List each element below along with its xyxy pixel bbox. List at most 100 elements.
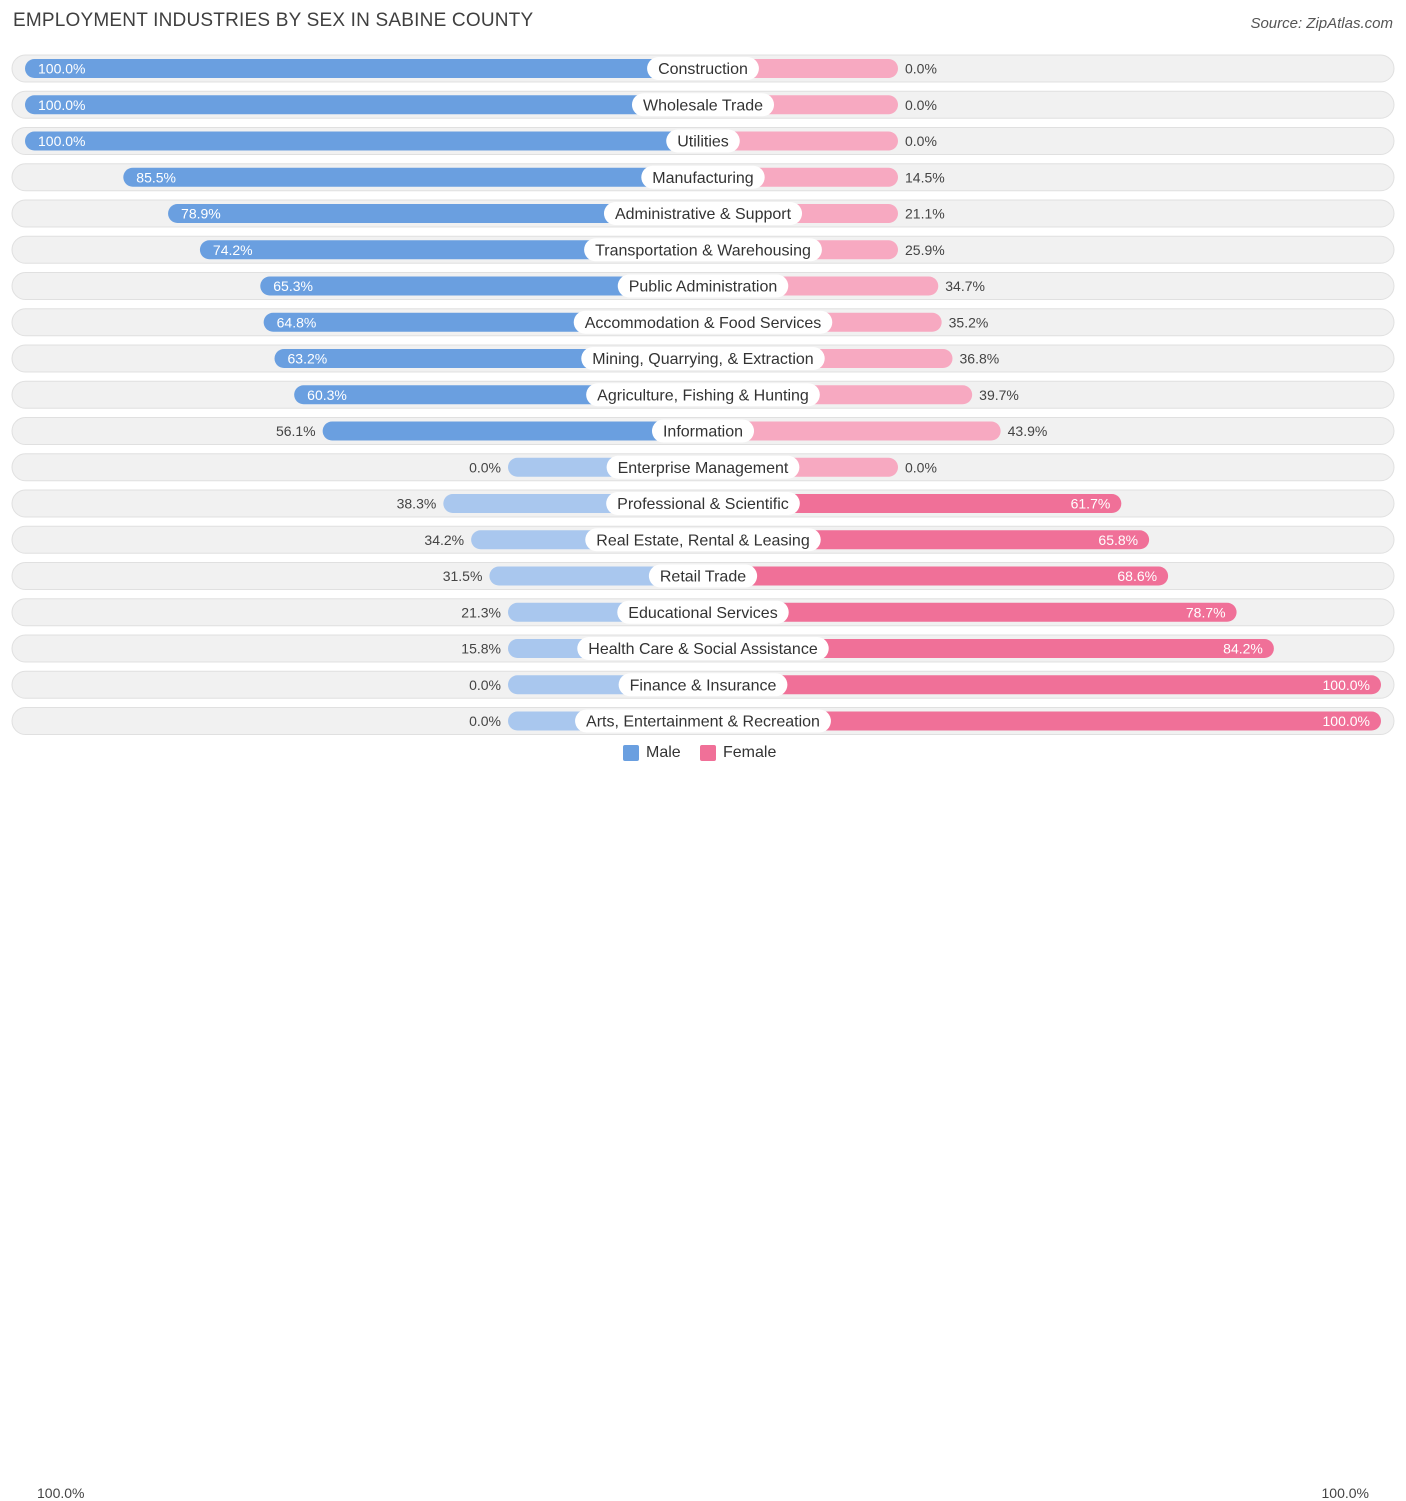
category-label: Construction [658, 61, 748, 78]
category-label: Enterprise Management [618, 460, 789, 477]
row-public-administration: 65.3% 34.7% Public Administration [11, 272, 1395, 300]
chart-title: EMPLOYMENT INDUSTRIES BY SEX IN SABINE C… [13, 10, 534, 31]
bar-female [703, 602, 1237, 622]
legend: 100.0% Male Female 100.0% [0, 741, 1406, 1501]
legend-swatch-female [700, 745, 716, 761]
value-label-female: 84.2% [1223, 641, 1263, 657]
bar-male [123, 167, 703, 187]
legend-label-male: Male [646, 744, 681, 761]
legend-item-female: Female [700, 744, 776, 762]
category-label: Wholesale Trade [643, 97, 763, 114]
row-accommodation-food-services: 64.8% 35.2% Accommodation & Food Services [11, 308, 1395, 337]
category-pill [584, 238, 822, 262]
category-pill [577, 637, 829, 660]
value-label-female: 35.2% [949, 314, 989, 330]
value-label-female: 61.7% [1071, 496, 1111, 512]
bar-female [703, 421, 1001, 441]
value-label-male: 31.5% [443, 568, 483, 584]
bar-male [260, 276, 703, 296]
bar-male [168, 204, 704, 223]
row-wholesale-trade: 100.0% 0.0% Wholesale Trade [11, 90, 1395, 119]
bar-female [703, 711, 1381, 731]
axis-label-left: 100.0% [37, 1485, 85, 1501]
category-label: Transportation & Warehousing [595, 242, 811, 259]
category-pill [573, 310, 833, 334]
value-label-male: 78.9% [181, 206, 221, 222]
category-label: Public Administration [629, 279, 778, 296]
value-label-female: 0.0% [905, 61, 937, 77]
value-label-male: 34.2% [424, 532, 464, 548]
value-label-male: 0.0% [469, 713, 501, 729]
category-label: Professional & Scientific [617, 496, 789, 513]
axis-label-right: 100.0% [1321, 1485, 1369, 1501]
value-label-female: 14.5% [905, 169, 945, 185]
category-pill [618, 673, 788, 697]
value-label-female: 0.0% [905, 133, 937, 149]
value-label-male: 0.0% [469, 459, 501, 475]
category-pill [606, 455, 800, 479]
value-label-female: 36.8% [960, 351, 1000, 367]
source-attribution[interactable]: Source: ZipAtlas.com [1250, 15, 1393, 32]
category-pill [606, 492, 800, 515]
category-pill [617, 274, 789, 298]
category-label: Finance & Insurance [630, 677, 777, 694]
row-finance-insurance: 0.0% 100.0% Finance & Insurance [11, 670, 1395, 699]
value-label-female: 0.0% [905, 97, 937, 113]
bar-female [703, 566, 1169, 586]
bar-female [703, 494, 1122, 513]
value-label-male: 64.8% [277, 314, 317, 330]
row-mining-quarrying-extraction: 63.2% 36.8% Mining, Quarrying, & Extractio… [11, 344, 1395, 373]
legend-swatch-male [623, 745, 639, 761]
category-pill [585, 528, 821, 552]
row-real-estate-rental-leasing: 34.2% 65.8% Real Estate, Rental & Leasing [11, 525, 1395, 554]
category-pill [581, 347, 825, 370]
bar-male [322, 421, 703, 441]
row-information: 56.1% 43.9% Information [11, 417, 1395, 445]
bar-female [703, 675, 1381, 695]
category-label: Real Estate, Rental & Leasing [596, 532, 809, 549]
category-pill [603, 202, 803, 225]
value-label-female: 21.1% [905, 206, 945, 222]
value-label-male: 100.0% [38, 133, 85, 149]
value-label-female: 68.6% [1117, 568, 1157, 584]
category-pill [647, 57, 759, 80]
bar-female [703, 131, 898, 151]
bar-male [25, 131, 703, 151]
row-enterprise-management: 0.0% 0.0% Enterprise Management [11, 453, 1395, 482]
category-label: Retail Trade [660, 569, 746, 586]
bar-male [25, 95, 703, 115]
category-pill [617, 600, 789, 624]
category-label: Mining, Quarrying, & Extraction [592, 351, 813, 368]
value-label-male: 21.3% [461, 604, 501, 620]
value-label-male: 65.3% [273, 278, 313, 294]
value-label-female: 78.7% [1186, 604, 1226, 620]
row-retail-trade: 31.5% 68.6% Retail Trade [11, 562, 1395, 590]
bar-male [489, 566, 703, 586]
category-label: Utilities [677, 134, 729, 151]
row-manufacturing: 85.5% 14.5% Manufacturing [11, 163, 1395, 192]
bar-male [25, 59, 703, 78]
category-label: Information [663, 424, 743, 441]
row-agriculture-fishing-hunting: 60.3% 39.7% Agriculture, Fishing & Hunting [11, 380, 1395, 409]
category-label: Administrative & Support [615, 206, 792, 223]
diverging-bar-chart: 100.0% 0.0% Construction 100.0% 0.0% Wholesal… [11, 54, 1395, 735]
row-administrative-support: 78.9% 21.1% Administrative & Support [11, 199, 1395, 228]
value-label-male: 100.0% [38, 97, 85, 113]
value-label-female: 65.8% [1098, 532, 1138, 548]
value-label-female: 34.7% [945, 278, 985, 294]
value-label-male: 60.3% [307, 387, 347, 403]
category-label: Manufacturing [652, 170, 753, 187]
value-label-female: 100.0% [1323, 677, 1370, 693]
row-professional-scientific: 38.3% 61.7% Professional & Scientific [11, 489, 1395, 518]
category-pill [586, 383, 820, 407]
category-pill [666, 129, 740, 153]
value-label-female: 100.0% [1323, 713, 1370, 729]
category-pill [575, 709, 831, 733]
category-label: Health Care & Social Assistance [588, 641, 818, 658]
category-pill [651, 419, 755, 443]
bar-male [199, 240, 703, 260]
value-label-male: 63.2% [288, 351, 328, 367]
value-label-female: 43.9% [1008, 423, 1048, 439]
value-label-female: 39.7% [979, 387, 1019, 403]
value-label-male: 0.0% [469, 677, 501, 693]
